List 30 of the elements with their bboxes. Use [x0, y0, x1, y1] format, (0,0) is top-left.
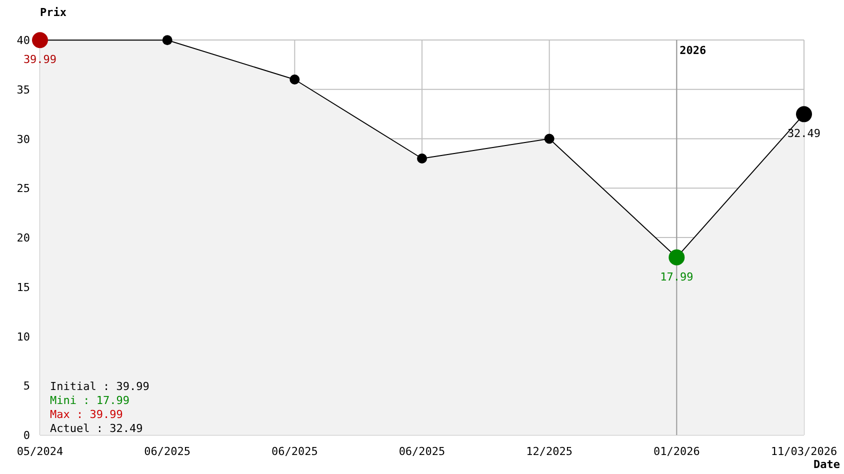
point	[290, 74, 300, 84]
x-tick-label: 06/2025	[144, 445, 191, 458]
y-tick-label: 25	[16, 182, 30, 196]
data-label: 32.49	[787, 127, 821, 140]
x-axis-title: Date	[814, 458, 840, 471]
annotation: Actuel : 32.49	[50, 422, 143, 435]
data-label: 39.99	[23, 53, 57, 66]
y-tick-label: 30	[16, 132, 30, 146]
point	[162, 35, 172, 46]
annotation: Max : 39.99	[50, 408, 123, 421]
y-axis-title: Prix	[40, 6, 67, 19]
point	[417, 154, 427, 164]
y-tick-label: 35	[16, 83, 30, 96]
annotation: Mini : 17.99	[50, 394, 130, 407]
x-tick-label: 06/2025	[271, 445, 318, 458]
y-tick-label: 20	[16, 232, 30, 244]
y-tick-label: 5	[23, 380, 30, 393]
x-tick-label: 01/2026	[653, 445, 700, 458]
y-tick-label: 10	[16, 330, 30, 344]
annotation: Initial : 39.99	[50, 380, 150, 393]
y-tick-label: 40	[16, 34, 30, 47]
x-tick-label: 06/2025	[398, 445, 446, 458]
ref-line-label: 2026	[680, 44, 707, 57]
x-tick-label: 11/03/2026	[770, 445, 838, 458]
y-tick-label: 0	[23, 429, 30, 442]
data-label: 17.99	[660, 270, 694, 284]
x-tick-label: 05/2024	[16, 445, 64, 458]
y-tick-label: 15	[16, 280, 30, 294]
point	[544, 134, 554, 144]
x-tick-label: 12/2025	[526, 445, 573, 458]
